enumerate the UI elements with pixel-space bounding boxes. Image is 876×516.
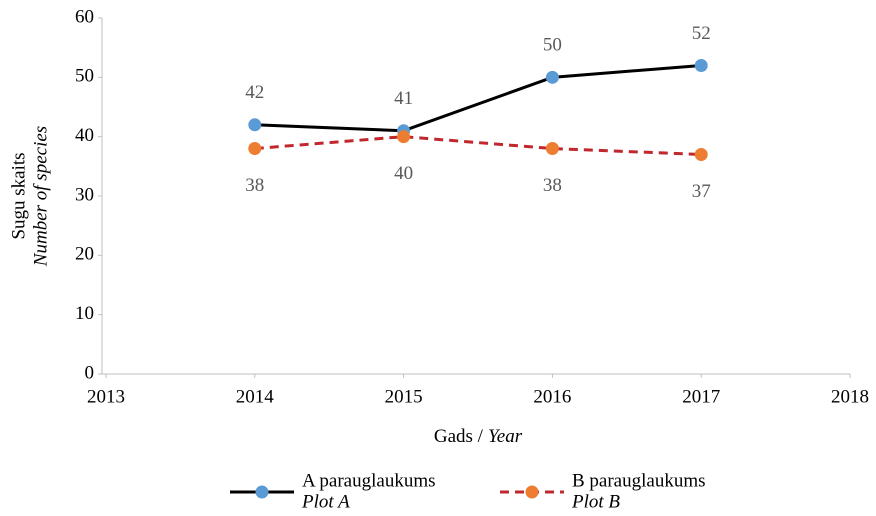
x-tick-label: 2015 [385, 386, 423, 407]
x-label-part: Gads / [434, 426, 484, 447]
data-label: 38 [245, 175, 264, 196]
y-tick-label: 40 [75, 125, 94, 146]
legend-label: A parauglaukums [302, 470, 436, 491]
series-line [254, 135, 702, 156]
y-tick-label: 10 [75, 303, 94, 324]
y-axis-label: Sugu skaits Number of species [8, 126, 51, 267]
x-tick-label: 2013 [87, 386, 125, 407]
y-label-line: Sugu skaits [8, 152, 29, 239]
x-tick-label: 2017 [682, 386, 720, 407]
x-tick-label: 2014 [236, 386, 275, 407]
x-axis-label: Gads / Year [434, 426, 523, 447]
data-label: 41 [394, 88, 413, 109]
y-tick-label: 60 [75, 6, 94, 27]
y-tick-label: 0 [85, 362, 95, 383]
legend-marker [255, 485, 269, 499]
marker [248, 142, 262, 156]
x-tick-label: 2018 [831, 386, 869, 407]
legend-sublabel: Plot B [571, 491, 620, 512]
data-label: 50 [543, 35, 562, 56]
data-label: 38 [543, 175, 562, 196]
marker [694, 58, 708, 72]
legend-marker [525, 485, 539, 499]
data-label: 52 [692, 23, 711, 44]
x-label-part: Year [488, 426, 523, 447]
marker [545, 70, 559, 84]
y-label-line: Number of species [30, 126, 51, 267]
data-label: 42 [245, 82, 264, 103]
data-label: 37 [692, 181, 711, 202]
legend-sublabel: Plot A [301, 491, 350, 512]
y-tick-label: 30 [75, 184, 94, 205]
x-tick-label: 2016 [533, 386, 571, 407]
marker [545, 142, 559, 156]
marker [694, 147, 708, 161]
marker [397, 130, 411, 144]
y-tick-label: 20 [75, 244, 94, 265]
series-line [254, 63, 702, 133]
data-label: 40 [394, 163, 413, 184]
legend-label: B parauglaukums [572, 470, 706, 491]
marker [248, 118, 262, 132]
y-tick-label: 50 [75, 66, 94, 87]
